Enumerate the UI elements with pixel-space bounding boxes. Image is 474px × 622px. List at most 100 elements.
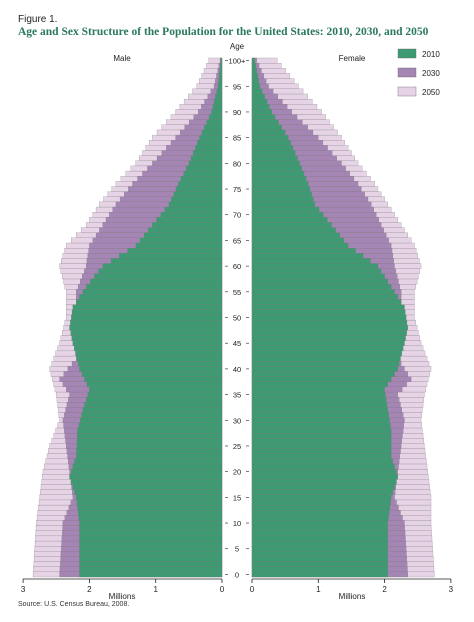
bar-2010-male	[79, 540, 223, 547]
bar-2010-female	[251, 232, 340, 238]
age-tick-label: 30	[233, 416, 241, 425]
bar-2010-male	[79, 417, 223, 423]
bar-2010-male	[215, 93, 223, 100]
bar-2010-female	[251, 448, 392, 454]
x-tick-label-left: 0	[220, 585, 225, 594]
bar-2010-female	[251, 540, 389, 547]
bar-2010-female	[251, 432, 392, 439]
bar-2010-male	[76, 443, 223, 449]
bar-2010-female	[251, 145, 294, 151]
age-tick-label: 90	[233, 108, 241, 117]
bar-2010-female	[251, 68, 257, 74]
bar-2010-female	[251, 88, 263, 95]
bar-2010-female	[251, 222, 332, 228]
bar-2010-female	[251, 468, 397, 475]
bar-2010-female	[251, 474, 398, 480]
bar-2010-male	[78, 361, 223, 367]
age-tick-label: 15	[233, 493, 241, 502]
bar-2010-female	[251, 350, 402, 357]
bar-2010-male	[148, 227, 223, 233]
bar-2010-male	[71, 335, 223, 341]
bar-2010-female	[251, 417, 390, 423]
bar-2010-female	[251, 109, 273, 115]
bar-2010-male	[69, 325, 223, 331]
source-note: Source: U.S. Census Bureau, 2008.	[18, 601, 130, 608]
bar-2010-female	[251, 376, 392, 382]
bar-2010-male	[216, 88, 223, 95]
bar-2010-male	[76, 494, 223, 501]
bar-2010-female	[251, 535, 389, 542]
bar-2010-male	[168, 201, 223, 208]
bar-2010-male	[70, 319, 223, 326]
bar-2010-male	[79, 556, 223, 562]
bar-2010-male	[188, 160, 223, 167]
bar-2010-male	[85, 283, 223, 290]
bar-2010-female	[251, 289, 395, 295]
bar-2010-male	[143, 232, 223, 238]
bar-2010-female	[251, 520, 389, 526]
bar-2010-female	[251, 299, 402, 305]
bar-2010-female	[251, 314, 407, 321]
bar-2010-female	[251, 278, 389, 285]
bar-2010-male	[78, 510, 223, 516]
bar-2010-male	[72, 484, 223, 490]
bar-2010-female	[251, 181, 309, 187]
bar-2010-female	[251, 412, 389, 418]
age-tick-label: 5	[235, 545, 239, 554]
bar-2010-male	[90, 278, 223, 285]
bar-2010-female	[251, 515, 389, 521]
bar-2010-male	[164, 206, 223, 213]
bar-2010-male	[72, 304, 223, 310]
bar-2010-female	[251, 73, 258, 79]
legend-swatch-2010	[397, 48, 417, 59]
bar-2010-male	[192, 150, 223, 156]
bar-2010-female	[251, 78, 260, 84]
bar-2010-female	[251, 196, 314, 203]
bar-2010-female	[251, 494, 392, 501]
bar-2010-male	[220, 57, 223, 64]
bar-2010-female	[251, 504, 391, 511]
bar-2010-male	[69, 474, 223, 480]
x-tick-label-left: 1	[153, 585, 158, 594]
bar-2010-male	[79, 520, 223, 526]
bar-2010-female	[251, 191, 312, 197]
bar-2010-male	[78, 422, 223, 429]
bar-2010-male	[208, 114, 223, 120]
bar-2010-male	[156, 217, 223, 223]
bar-2010-female	[251, 258, 371, 264]
bar-2010-female	[251, 129, 286, 136]
bar-2010-male	[82, 407, 223, 413]
bar-2010-female	[251, 458, 394, 465]
bar-2010-male	[78, 515, 223, 521]
bar-2010-male	[70, 330, 223, 336]
bar-2010-female	[251, 237, 345, 244]
bar-2010-male	[119, 253, 223, 259]
legend-label-2030: 2030	[422, 69, 440, 78]
bar-2010-female	[251, 556, 389, 562]
bar-2010-male	[139, 237, 223, 244]
bar-2010-male	[74, 489, 223, 495]
bar-2010-female	[251, 479, 397, 485]
bar-2010-male	[175, 186, 223, 192]
bar-2010-female	[251, 294, 398, 300]
bar-2010-male	[94, 273, 223, 280]
bar-2010-female	[251, 525, 389, 531]
bar-2010-male	[102, 263, 223, 269]
bar-2010-female	[251, 248, 356, 254]
bar-2010-male	[173, 191, 223, 197]
age-tick-label: 25	[233, 442, 241, 451]
bar-2010-male	[79, 525, 223, 531]
bar-2010-female	[251, 453, 392, 459]
bar-2010-male	[79, 561, 223, 567]
bar-2010-female	[251, 443, 392, 449]
age-tick-label: 20	[233, 468, 241, 477]
age-tick-label: 75	[233, 185, 241, 194]
legend-label-2010: 2010	[422, 50, 440, 59]
bar-2010-female	[251, 155, 298, 161]
bar-2010-female	[251, 402, 388, 408]
bar-2010-male	[75, 350, 223, 357]
bar-2010-male	[74, 345, 223, 352]
bar-2010-male	[82, 289, 223, 295]
age-tick-label: 45	[233, 339, 241, 348]
bar-2010-female	[251, 206, 320, 213]
